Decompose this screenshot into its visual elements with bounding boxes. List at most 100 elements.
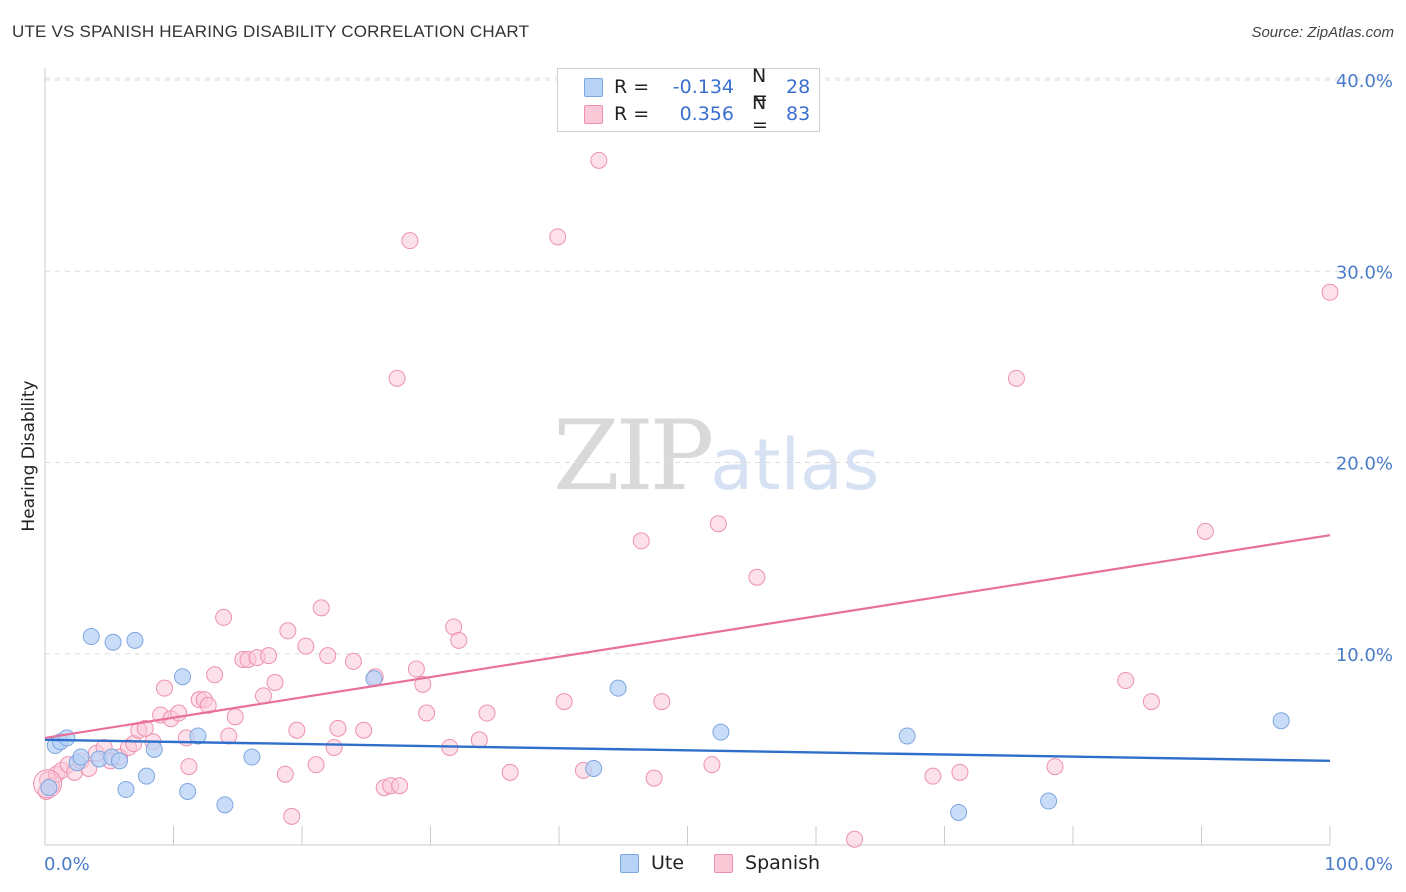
spanish-point xyxy=(951,763,969,781)
legend-row-spanish: R = 0.356 N = 83 xyxy=(584,92,811,136)
spanish-point xyxy=(418,704,436,722)
bottom-legend-spanish-label: Spanish xyxy=(745,852,821,874)
ute-point xyxy=(173,668,191,686)
bottom-legend-spanish: Spanish xyxy=(714,852,820,874)
legend-r-label: R = xyxy=(614,103,650,125)
bottom-legend-ute: Ute xyxy=(620,852,684,874)
ute-point xyxy=(126,631,144,649)
ute-point xyxy=(117,781,135,799)
spanish-point xyxy=(709,515,727,533)
ute-point xyxy=(72,748,90,766)
legend-n-value: 83 xyxy=(786,103,811,125)
spanish-point xyxy=(1321,283,1339,301)
spanish-point xyxy=(344,652,362,670)
axes xyxy=(44,68,1331,846)
watermark: ZIPatlas xyxy=(553,400,879,512)
spanish-trend-line xyxy=(44,534,1331,739)
spanish-point xyxy=(555,693,573,711)
ute-point xyxy=(111,752,129,770)
spanish-point xyxy=(1046,758,1064,776)
spanish-point xyxy=(1117,672,1135,690)
spanish-point xyxy=(325,738,343,756)
source-label: Source: ZipAtlas.com xyxy=(1251,24,1394,41)
x-tick-label: 0.0% xyxy=(44,854,90,875)
spanish-point xyxy=(549,228,567,246)
spanish-point xyxy=(283,807,301,825)
spanish-point xyxy=(407,660,425,678)
spanish-point xyxy=(199,696,217,714)
spanish-point xyxy=(388,369,406,387)
ute-point xyxy=(243,748,261,766)
ute-point xyxy=(58,729,76,747)
ute-swatch xyxy=(620,853,639,873)
ute-trend-line xyxy=(44,738,1331,763)
spanish-point xyxy=(288,721,306,739)
y-tick-label: 10.0% xyxy=(1336,645,1393,666)
ute-point xyxy=(216,796,234,814)
ute-point xyxy=(189,727,207,745)
gridlines xyxy=(45,77,1390,655)
ute-point xyxy=(145,740,163,758)
tick-labels: 10.0% 20.0% 30.0% 40.0% 0.0% 100.0% xyxy=(44,71,1393,875)
ute-point xyxy=(898,727,916,745)
ute-point xyxy=(950,803,968,821)
x-tick-label: 100.0% xyxy=(1324,854,1393,875)
spanish-point xyxy=(846,830,864,848)
ute-point xyxy=(138,767,156,785)
spanish-point xyxy=(478,704,496,722)
spanish-point xyxy=(279,622,297,640)
y-tick-label: 30.0% xyxy=(1336,262,1393,283)
legend-n-label: N = xyxy=(752,92,768,136)
spanish-point xyxy=(590,151,608,169)
bottom-legend: Ute Spanish xyxy=(620,852,850,874)
spanish-point xyxy=(1196,522,1214,540)
ute-point xyxy=(585,760,603,777)
spanish-point xyxy=(1007,369,1025,387)
bottom-legend-ute-label: Ute xyxy=(651,852,685,874)
spanish-point xyxy=(1142,693,1160,711)
legend-swatch-spanish xyxy=(584,104,603,124)
y-axis-label: Hearing Disability xyxy=(19,380,39,531)
spanish-point xyxy=(703,756,721,774)
spanish-point xyxy=(501,763,519,781)
ute-point xyxy=(712,723,730,741)
spanish-point xyxy=(329,719,347,737)
spanish-point xyxy=(260,647,278,665)
spanish-point xyxy=(307,756,325,774)
spanish-point xyxy=(653,693,671,711)
chart-title: UTE VS SPANISH HEARING DISABILITY CORREL… xyxy=(12,22,530,41)
spanish-point xyxy=(450,631,468,649)
ute-point xyxy=(104,633,122,651)
spanish-point xyxy=(470,731,488,749)
spanish-point xyxy=(355,721,373,739)
spanish-point xyxy=(226,708,244,726)
spanish-point xyxy=(924,767,942,785)
spanish-point xyxy=(319,647,337,665)
ute-point xyxy=(179,782,197,800)
spanish-point xyxy=(136,719,154,737)
spanish-point xyxy=(748,568,766,586)
spanish-point xyxy=(414,675,432,693)
spanish-point xyxy=(266,673,284,691)
legend-n-label: N = xyxy=(752,65,768,109)
spanish-point xyxy=(156,679,174,697)
legend-swatch-ute xyxy=(584,77,603,97)
spanish-point xyxy=(645,769,663,787)
watermark-zip: ZIP xyxy=(553,400,714,512)
spanish-point xyxy=(215,608,233,626)
legend: R = -0.134 N = 28 R = 0.356 N = 83 xyxy=(557,65,820,136)
ute-point xyxy=(1040,792,1058,810)
spanish-point xyxy=(632,532,650,550)
ute-point xyxy=(40,779,58,797)
ute-point xyxy=(82,628,100,646)
spanish-swatch xyxy=(714,853,734,873)
legend-r-value: -0.134 xyxy=(672,76,734,98)
ute-point xyxy=(1272,712,1290,730)
y-tick-label: 20.0% xyxy=(1336,454,1393,475)
spanish-points xyxy=(33,151,1339,848)
spanish-point xyxy=(276,765,294,783)
spanish-point xyxy=(401,232,419,250)
spanish-point xyxy=(312,599,330,617)
spanish-point xyxy=(180,758,198,776)
